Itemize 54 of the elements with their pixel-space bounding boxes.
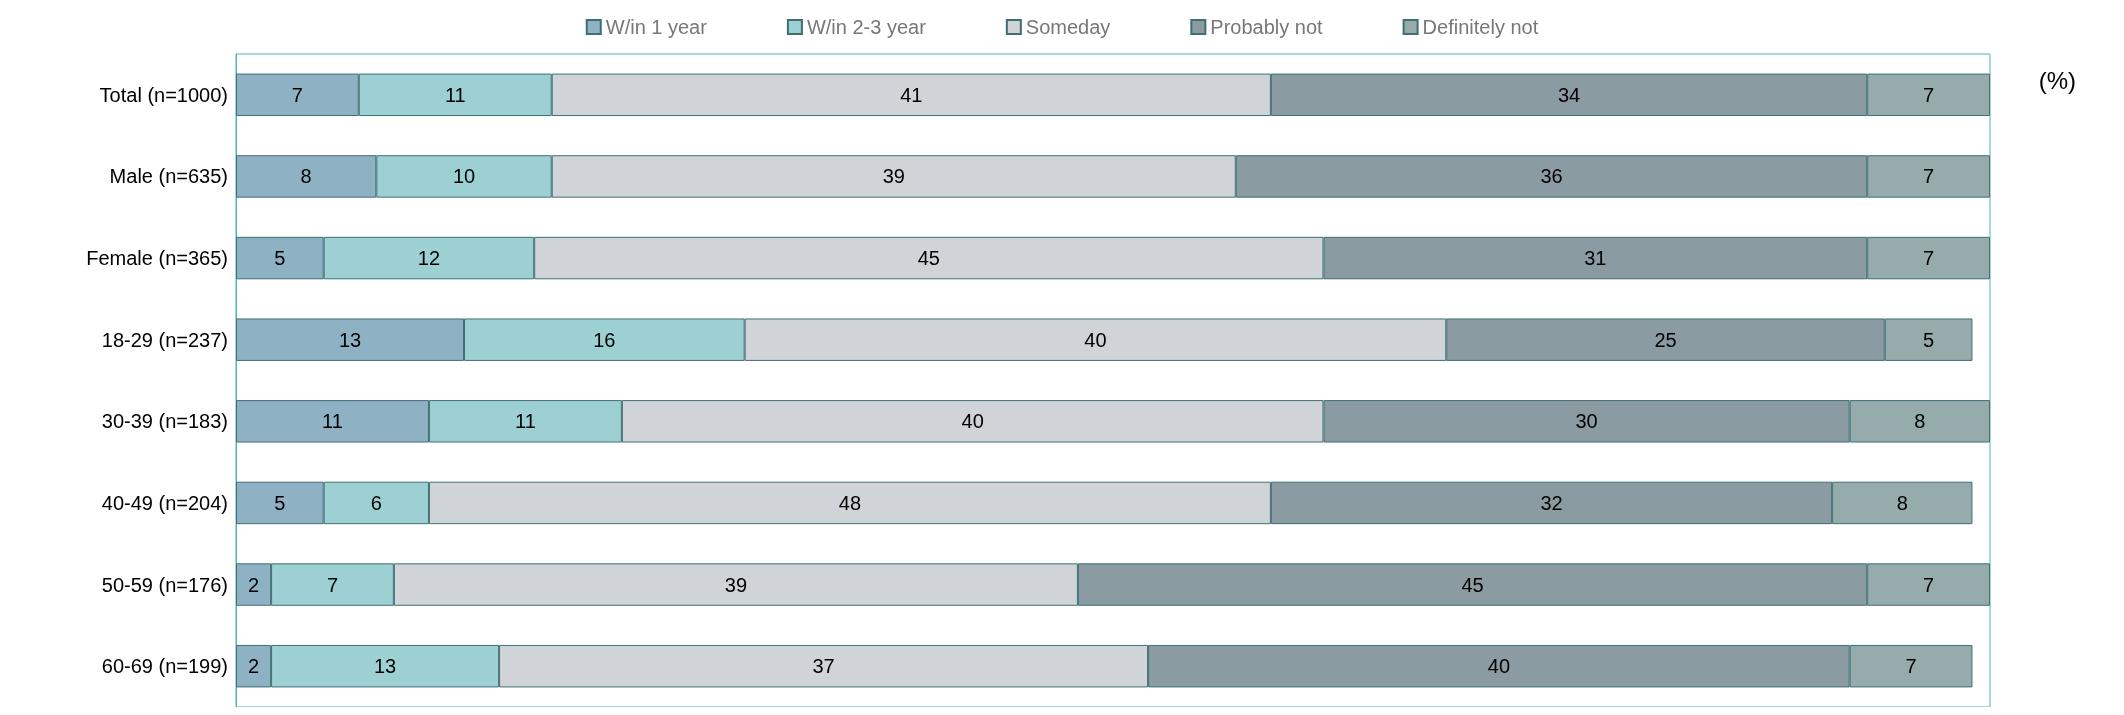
data-label: 36 <box>1540 165 1563 188</box>
data-label: 8 <box>1896 491 1908 514</box>
data-label: 40 <box>1487 655 1511 678</box>
data-label: 34 <box>1557 83 1581 106</box>
data-label: 2 <box>247 655 260 678</box>
data-label: 13 <box>373 655 397 678</box>
y-tick-label: Total (n=1000) <box>99 83 228 106</box>
data-label: 16 <box>593 328 616 351</box>
legend-label: Probably not <box>1210 16 1324 38</box>
data-label: 32 <box>1540 491 1563 514</box>
data-label: 7 <box>1923 247 1935 270</box>
data-label: 12 <box>417 247 441 270</box>
legend-label: Definitely not <box>1422 16 1539 38</box>
data-label: 5 <box>1923 328 1935 351</box>
data-label: 11 <box>444 83 466 106</box>
data-label: 7 <box>1923 573 1935 596</box>
text: (%) <box>2038 66 2076 94</box>
data-label: 25 <box>1654 328 1677 351</box>
data-label: 40 <box>961 410 984 433</box>
data-label: 39 <box>724 573 748 596</box>
data-label: 45 <box>1461 573 1484 596</box>
data-label: 45 <box>917 247 940 270</box>
data-label: 48 <box>838 491 862 514</box>
y-tick-label: Male (n=635) <box>109 165 228 188</box>
legend-label: Someday <box>1025 16 1111 38</box>
data-label: 39 <box>882 165 905 188</box>
data-label: 11 <box>322 410 343 433</box>
data-label: 13 <box>338 328 362 351</box>
data-label: 40 <box>1084 328 1107 351</box>
y-tick-label: 30-39 (n=183) <box>101 410 228 433</box>
data-label: 5 <box>274 491 286 514</box>
y-tick-label: 50-59 (n=176) <box>101 573 228 596</box>
data-label: 8 <box>1914 410 1926 433</box>
data-label: 30 <box>1575 410 1598 433</box>
legend-label: W/in 1 year <box>605 16 708 38</box>
data-label: 37 <box>812 655 835 678</box>
y-tick-label: Female (n=365) <box>86 247 228 270</box>
legend-label: W/in 2-3 year <box>806 16 927 38</box>
data-label: 5 <box>274 247 286 270</box>
y-tick-label: 18-29 (n=237) <box>101 328 228 351</box>
data-label: 11 <box>515 410 536 433</box>
data-label: 7 <box>1923 83 1935 106</box>
data-label: 31 <box>1584 247 1607 270</box>
data-label: 6 <box>370 491 382 514</box>
data-label: 10 <box>452 165 476 188</box>
data-label: 8 <box>300 165 312 188</box>
data-label: 7 <box>326 573 339 596</box>
y-tick-label: 40-49 (n=204) <box>101 491 228 514</box>
data-label: 7 <box>291 83 303 106</box>
data-label: 7 <box>1905 655 1917 678</box>
data-label: 7 <box>1923 165 1935 188</box>
data-label: 2 <box>247 573 260 596</box>
data-label: 41 <box>900 83 923 106</box>
y-tick-label: 60-69 (n=199) <box>101 655 228 678</box>
